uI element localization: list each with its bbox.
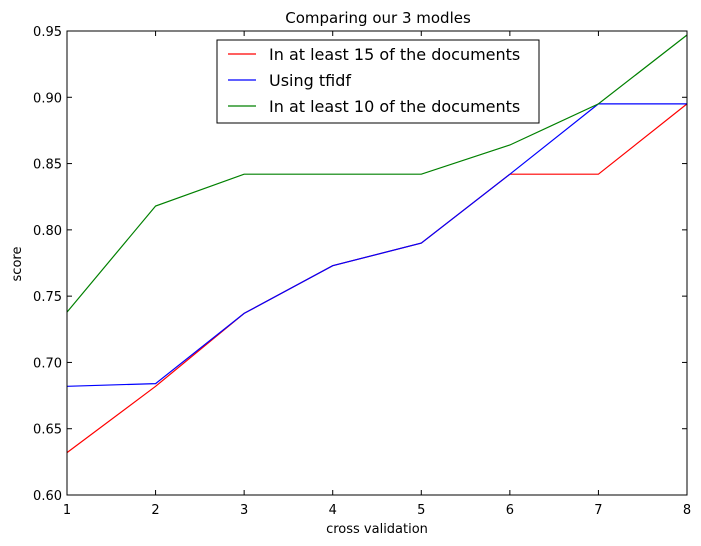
y-tick-label: 0.60 [33,489,62,504]
y-tick-label: 0.95 [33,25,62,40]
y-axis-label: score [10,247,25,282]
y-tick-label: 0.90 [33,91,62,106]
legend: In at least 15 of the documents Using tfi… [216,39,540,124]
y-tick-label: 0.85 [33,158,62,173]
x-tick-label: 6 [506,503,514,518]
y-tick-label: 0.75 [33,290,62,305]
legend-label-2: Using tfidf [269,71,351,90]
series-line-2 [66,103,687,387]
legend-label-1: In at least 15 of the documents [269,45,520,64]
plot-lines [66,34,688,454]
x-tick-label: 5 [417,503,425,518]
x-tick-label: 1 [63,503,71,518]
chart-title: Comparing our 3 modles [285,9,471,27]
series-line-1 [66,103,688,454]
x-tick-label: 4 [329,503,337,518]
x-axis: 1 2 3 4 5 6 7 8 [63,31,691,518]
legend-box [216,39,540,124]
y-tick-label: 0.65 [33,423,62,438]
series-line-3 [66,34,688,313]
x-tick-label: 3 [240,503,248,518]
x-axis-label: cross validation [326,522,428,537]
y-tick-label: 0.80 [33,224,62,239]
y-tick-label: 0.70 [33,356,62,371]
legend-label-3: In at least 10 of the documents [269,97,520,116]
x-tick-label: 8 [683,503,691,518]
y-axis: 0.60 0.65 0.70 0.75 0.80 0.85 0.90 0.95 [33,25,687,504]
plot-frame [66,30,688,496]
x-tick-label: 7 [594,503,602,518]
x-tick-label: 2 [151,503,159,518]
